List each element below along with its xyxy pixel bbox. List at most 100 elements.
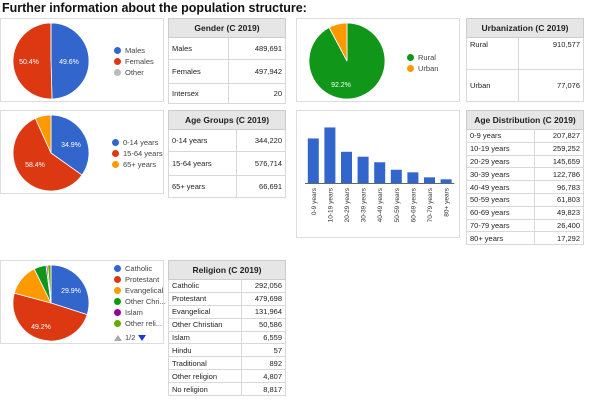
legend-item-islam[interactable]: Islam [114, 307, 166, 318]
age-groups-table: Age Groups (C 2019) 0-14 years 344,220 15… [168, 110, 287, 198]
cell-label: 60-69 years [466, 205, 535, 220]
table-row: 20-29 years 145,659 [466, 154, 585, 169]
pie-slice-males[interactable] [50, 22, 90, 100]
table-row: Females 497,942 [168, 59, 287, 84]
legend-item-catholic[interactable]: Catholic [114, 263, 166, 274]
cell-value: 26,400 [533, 218, 585, 233]
bar-70-79-years[interactable] [424, 177, 435, 183]
pie-slice-catholic[interactable] [50, 264, 90, 316]
legend-item-males[interactable]: Males [114, 45, 154, 56]
cell-label: 10-19 years [466, 141, 535, 156]
pie-slice-label: 34.9% [61, 142, 81, 149]
bar-0-9-years[interactable] [307, 138, 319, 183]
age-distribution-bar-panel: 0-9 years 10-19 years 20-29 years 30-39 yea… [296, 110, 460, 238]
pie-slice-females[interactable] [12, 22, 53, 100]
legend-item-evangelical[interactable]: Evangelical [114, 285, 166, 296]
cell-value: 61,803 [533, 192, 585, 207]
cell-label: 20-29 years [466, 154, 535, 169]
legend-item-urban[interactable]: Urban [407, 63, 438, 74]
pie-slice-15-64-years[interactable] [12, 117, 83, 192]
legend-swatch [112, 161, 119, 168]
cell-label: 0-14 years [168, 129, 237, 152]
table-row: 10-19 years 259,252 [466, 141, 585, 156]
table-row: 70-79 years 26,400 [466, 218, 585, 233]
legend-label: Catholic [125, 264, 153, 273]
gender-pie-chart: 49.6% 50.4% [12, 22, 90, 100]
pie-slice-label: 58.4% [25, 162, 45, 169]
legend-item-other-religion[interactable]: Other reli... [114, 318, 166, 329]
bar-60-69-years[interactable] [407, 172, 419, 183]
bar-50-59-years[interactable] [390, 169, 402, 183]
cell-value: 910,577 [518, 37, 584, 70]
legend-swatch [112, 139, 119, 146]
legend-item-rural[interactable]: Rural [407, 52, 438, 63]
cell-label: Rural [465, 37, 520, 70]
religion-table: Religion (C 2019) Catholic 292,056 Protes… [167, 260, 286, 397]
legend-item-protestant[interactable]: Protestant [114, 274, 166, 285]
cell-value: 344,220 [235, 129, 287, 152]
pie-slice-65-years[interactable] [34, 114, 52, 154]
table-row: Protestant 479,698 [167, 291, 286, 306]
legend-item-other[interactable]: Other [114, 67, 154, 78]
cell-value: 96,783 [533, 180, 585, 194]
legend-label: Males [125, 46, 146, 55]
legend-swatch [114, 265, 121, 272]
bar-40-49-years[interactable] [374, 162, 386, 183]
page-heading: Further information about the population… [2, 1, 307, 15]
legend-swatch [114, 58, 121, 65]
religion-pie-chart: 29.9% 49.2% [12, 264, 90, 342]
x-tick-label: 20-29 years [344, 187, 351, 222]
legend-label: Islam [125, 308, 143, 317]
legend-item-other-christian[interactable]: Other Chri... [114, 296, 166, 307]
pager-next-icon[interactable] [138, 334, 147, 341]
pie-slice-protestant[interactable] [12, 292, 88, 342]
legend-label: 0-14 years [123, 138, 159, 147]
bar-10-19-years[interactable] [324, 127, 336, 183]
urbanization-table-title: Urbanization (C 2019) [466, 18, 584, 38]
legend-label: Urban [418, 64, 439, 73]
cell-value: 489,691 [227, 37, 287, 60]
legend-swatch [407, 65, 414, 72]
age-groups-pie-chart: 34.9% 58.4% [12, 114, 90, 192]
table-row: 15-64 years 576,714 [168, 151, 287, 176]
legend-pager: 1/2 [114, 333, 166, 342]
table-row: Urban 77,076 [465, 69, 584, 102]
table-row: 50-59 years 61,803 [466, 192, 585, 207]
cell-value: 77,076 [518, 69, 584, 102]
pager-prev-icon[interactable] [114, 334, 122, 341]
cell-label: No religion [167, 382, 243, 397]
legend-label: Other reli... [125, 319, 163, 328]
legend-swatch [114, 287, 121, 294]
bar-80-years[interactable] [440, 179, 452, 183]
cell-value: 50,586 [241, 317, 286, 332]
cell-value: 20 [227, 83, 287, 104]
pie-slice-urban[interactable] [328, 22, 348, 62]
x-tick-label: 80+ years [444, 187, 451, 216]
legend-swatch [114, 320, 121, 327]
pie-slice-other-religion[interactable] [47, 264, 52, 304]
religion-pie-panel: 29.9% 49.2% Catholic Protestant Evangelic… [0, 260, 166, 344]
urbanization-pie-panel: 92.2% Rural Urban [296, 18, 460, 102]
table-row: Males 489,691 [168, 37, 287, 60]
legend-swatch [407, 54, 414, 61]
legend-label: Rural [418, 53, 436, 62]
legend-item-65-plus[interactable]: 65+ years [112, 159, 163, 170]
pie-slice-label: 92.2% [331, 82, 351, 89]
x-tick-label: 40-49 years [377, 187, 384, 222]
religion-legend: Catholic Protestant Evangelical Other Ch… [114, 263, 166, 342]
cell-value: 8,817 [241, 382, 286, 397]
table-row: Other Christian 50,586 [167, 317, 286, 332]
legend-item-0-14[interactable]: 0-14 years [112, 137, 163, 148]
age-groups-pie-panel: 34.9% 58.4% 0-14 years 15-64 years 65+ ye… [0, 110, 164, 194]
cell-value: 6,559 [241, 330, 286, 345]
bar-30-39-years[interactable] [357, 156, 369, 183]
legend-item-females[interactable]: Females [114, 56, 154, 67]
legend-swatch [114, 298, 121, 305]
pie-slice-0-14-years[interactable] [50, 114, 90, 176]
x-tick-label: 10-19 years [327, 187, 334, 222]
bar-20-29-years[interactable] [341, 151, 352, 183]
legend-item-15-64[interactable]: 15-64 years [112, 148, 163, 159]
pager-label: 1/2 [125, 333, 136, 342]
age-groups-legend: 0-14 years 15-64 years 65+ years [112, 137, 163, 170]
x-tick-label: 60-69 years [410, 187, 417, 222]
